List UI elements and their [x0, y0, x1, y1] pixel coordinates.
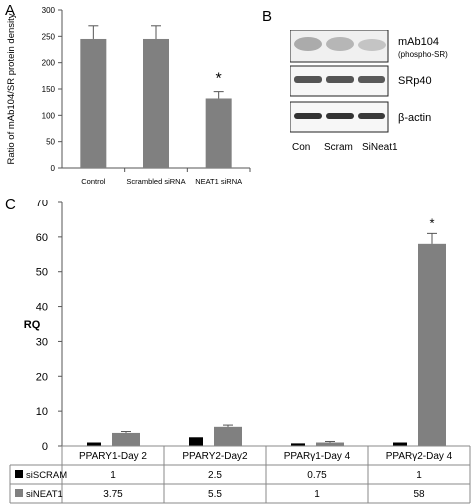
legend-label: siSCRAM	[26, 470, 67, 481]
category-label: PPARγ1-Day 4	[284, 451, 351, 462]
y-tick-label: 0	[42, 441, 48, 453]
y-tick-label: 200	[42, 59, 56, 68]
y-tick-label: 150	[42, 85, 56, 94]
legend-swatch	[15, 470, 23, 478]
significance-star: *	[216, 71, 222, 88]
y-tick-label: 250	[42, 32, 56, 41]
lane-label-con: Con	[292, 142, 311, 153]
bar-sineat1	[112, 432, 140, 446]
table-value-sineat1: 1	[314, 489, 320, 500]
lane-label-scram: Scram	[324, 142, 353, 153]
bar-siscram	[189, 437, 203, 446]
y-tick-label: 30	[36, 336, 48, 348]
blot-row-label-1: mAb104 (phospho-SR)	[398, 36, 448, 61]
bar-siscram	[393, 442, 407, 446]
bar-sineat1	[214, 426, 242, 446]
table-value-sineat1: 5.5	[208, 489, 222, 500]
blot-sublabel-phospho-sr: (phospho-SR)	[398, 50, 448, 59]
x-tick-label: Scrambled siRNA	[126, 177, 185, 186]
bar	[205, 98, 232, 168]
category-label: PPARY1-Day 2	[79, 451, 147, 462]
table-value-siscram: 1	[416, 470, 422, 481]
legend-label: siNEAT1	[26, 489, 63, 500]
y-axis-label: RQ	[24, 319, 41, 331]
x-tick-label: Control	[81, 177, 106, 186]
significance-star: *	[429, 215, 434, 230]
bar-siscram	[291, 443, 305, 446]
table-value-siscram: 0.75	[307, 470, 327, 481]
panel-b-letter: B	[262, 8, 273, 25]
y-tick-label: 40	[36, 302, 48, 314]
table-value-sineat1: 3.75	[103, 489, 123, 500]
bar-siscram	[87, 442, 101, 446]
y-tick-label: 300	[42, 6, 56, 15]
y-tick-label: 50	[46, 138, 55, 147]
y-axis-label: Ratio of mAb104/SR protein density	[6, 13, 17, 164]
bar	[143, 38, 169, 168]
y-tick-label: 70	[36, 200, 48, 209]
y-tick-label: 60	[36, 232, 48, 244]
blot-row-label-2: SRp40	[398, 75, 432, 87]
panel-c-chart: 0 10 20 30 40 50 60 70 RQ * PPARY1-Day 2 1 3.75 PPARY…	[9, 200, 471, 504]
panel-a-chart: 0 50 100 150 200 250 300 Control Scrambled siRNA…	[6, 6, 251, 186]
bar	[80, 38, 107, 168]
panel-b-blot: mAb104 (phospho-SR) SRp40 β-actin Con Sc…	[290, 30, 474, 180]
bar-sineat1	[316, 442, 344, 446]
panel-c-letter: C	[5, 196, 16, 213]
y-tick-label: 100	[42, 111, 56, 120]
x-tick-label: NEAT1 siRNA	[195, 177, 242, 186]
table-value-siscram: 2.5	[208, 470, 222, 481]
panel-a-letter: A	[5, 2, 16, 19]
y-tick-label: 10	[36, 406, 48, 418]
table-value-siscram: 1	[110, 470, 116, 481]
blot-label-mab104: mAb104	[398, 36, 439, 48]
category-label: PPARY2-Day2	[182, 451, 248, 462]
y-tick-label: 20	[36, 371, 48, 383]
category-label: PPARγ2-Day 4	[386, 451, 453, 462]
blot-row-label-3: β-actin	[398, 112, 432, 124]
table-value-sineat1: 58	[413, 489, 425, 500]
blot-image	[290, 30, 389, 133]
lane-label-sineat1: SiNeat1	[362, 142, 398, 153]
bar-sineat1	[418, 243, 446, 446]
y-tick-label: 50	[36, 267, 48, 279]
y-tick-label: 0	[51, 164, 56, 173]
legend-swatch	[15, 489, 23, 497]
